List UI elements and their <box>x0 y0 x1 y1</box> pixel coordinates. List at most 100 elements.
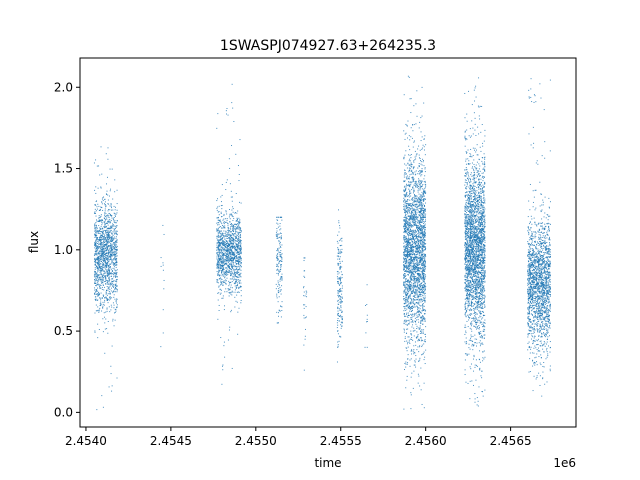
data-point <box>235 238 236 239</box>
data-point <box>413 290 414 291</box>
data-point <box>414 274 415 275</box>
data-point <box>228 248 229 249</box>
data-point <box>112 261 113 262</box>
data-point <box>337 342 338 343</box>
data-point <box>102 255 103 256</box>
data-point <box>105 281 106 282</box>
data-point <box>103 407 104 408</box>
data-point <box>111 305 112 306</box>
data-point <box>96 239 97 240</box>
data-point <box>106 243 107 244</box>
data-point <box>224 244 225 245</box>
data-point <box>424 168 425 169</box>
data-point <box>109 228 110 229</box>
data-point <box>237 211 238 212</box>
data-point <box>423 238 424 239</box>
data-point <box>415 195 416 196</box>
data-point <box>107 307 108 308</box>
data-point <box>422 216 423 217</box>
data-point <box>109 196 110 197</box>
data-point <box>276 273 277 274</box>
data-point <box>304 370 305 371</box>
data-point <box>367 284 368 285</box>
data-point <box>417 285 418 286</box>
data-point <box>108 253 109 254</box>
data-point <box>412 242 413 243</box>
data-point <box>108 242 109 243</box>
data-point <box>113 238 114 239</box>
data-point <box>99 267 100 268</box>
data-point <box>280 291 281 292</box>
data-point <box>422 242 423 243</box>
data-point <box>419 279 420 280</box>
data-point <box>411 163 412 164</box>
data-point <box>109 300 110 301</box>
data-point <box>342 316 343 317</box>
data-point <box>108 237 109 238</box>
data-point <box>418 374 419 375</box>
data-point <box>413 232 414 233</box>
data-point <box>236 288 237 289</box>
data-point <box>278 288 279 289</box>
data-point <box>405 292 406 293</box>
data-point <box>340 289 341 290</box>
data-point <box>337 327 338 328</box>
data-point <box>414 234 415 235</box>
data-point <box>222 258 223 259</box>
data-point <box>108 262 109 263</box>
data-point <box>116 270 117 271</box>
data-point <box>108 200 109 201</box>
data-point <box>338 209 339 210</box>
data-point <box>409 259 410 260</box>
data-point <box>231 210 232 211</box>
data-point <box>237 292 238 293</box>
data-point <box>304 304 305 305</box>
data-point <box>109 289 110 290</box>
data-point <box>280 276 281 277</box>
data-point <box>219 220 220 221</box>
data-point <box>95 250 96 251</box>
data-point <box>240 237 241 238</box>
data-point <box>338 315 339 316</box>
data-point <box>106 292 107 293</box>
data-point <box>339 261 340 262</box>
data-point <box>417 290 418 291</box>
data-point <box>108 225 109 226</box>
data-point <box>422 197 423 198</box>
data-point <box>100 216 101 217</box>
data-point <box>230 275 231 276</box>
data-point <box>98 188 99 189</box>
data-point <box>113 248 114 249</box>
data-point <box>420 257 421 258</box>
data-point <box>224 237 225 238</box>
data-point <box>222 369 223 370</box>
data-point <box>114 221 115 222</box>
data-point <box>116 212 117 213</box>
data-point <box>233 264 234 265</box>
data-point <box>222 243 223 244</box>
data-point <box>117 304 118 305</box>
data-point <box>94 283 95 284</box>
data-point <box>231 262 232 263</box>
data-point <box>281 306 282 307</box>
data-point <box>416 219 417 220</box>
data-point <box>405 262 406 263</box>
data-point <box>413 298 414 299</box>
data-point <box>104 276 105 277</box>
data-point <box>114 217 115 218</box>
data-point <box>408 269 409 270</box>
data-point <box>94 226 95 227</box>
data-point <box>225 276 226 277</box>
data-point <box>407 199 408 200</box>
data-point <box>115 228 116 229</box>
data-point <box>403 409 404 410</box>
data-point <box>223 222 224 223</box>
data-point <box>405 256 406 257</box>
data-point <box>117 255 118 256</box>
data-point <box>419 155 420 156</box>
data-point <box>108 241 109 242</box>
data-point <box>228 290 229 291</box>
data-point <box>224 342 225 343</box>
data-point <box>98 244 99 245</box>
data-point <box>116 214 117 215</box>
